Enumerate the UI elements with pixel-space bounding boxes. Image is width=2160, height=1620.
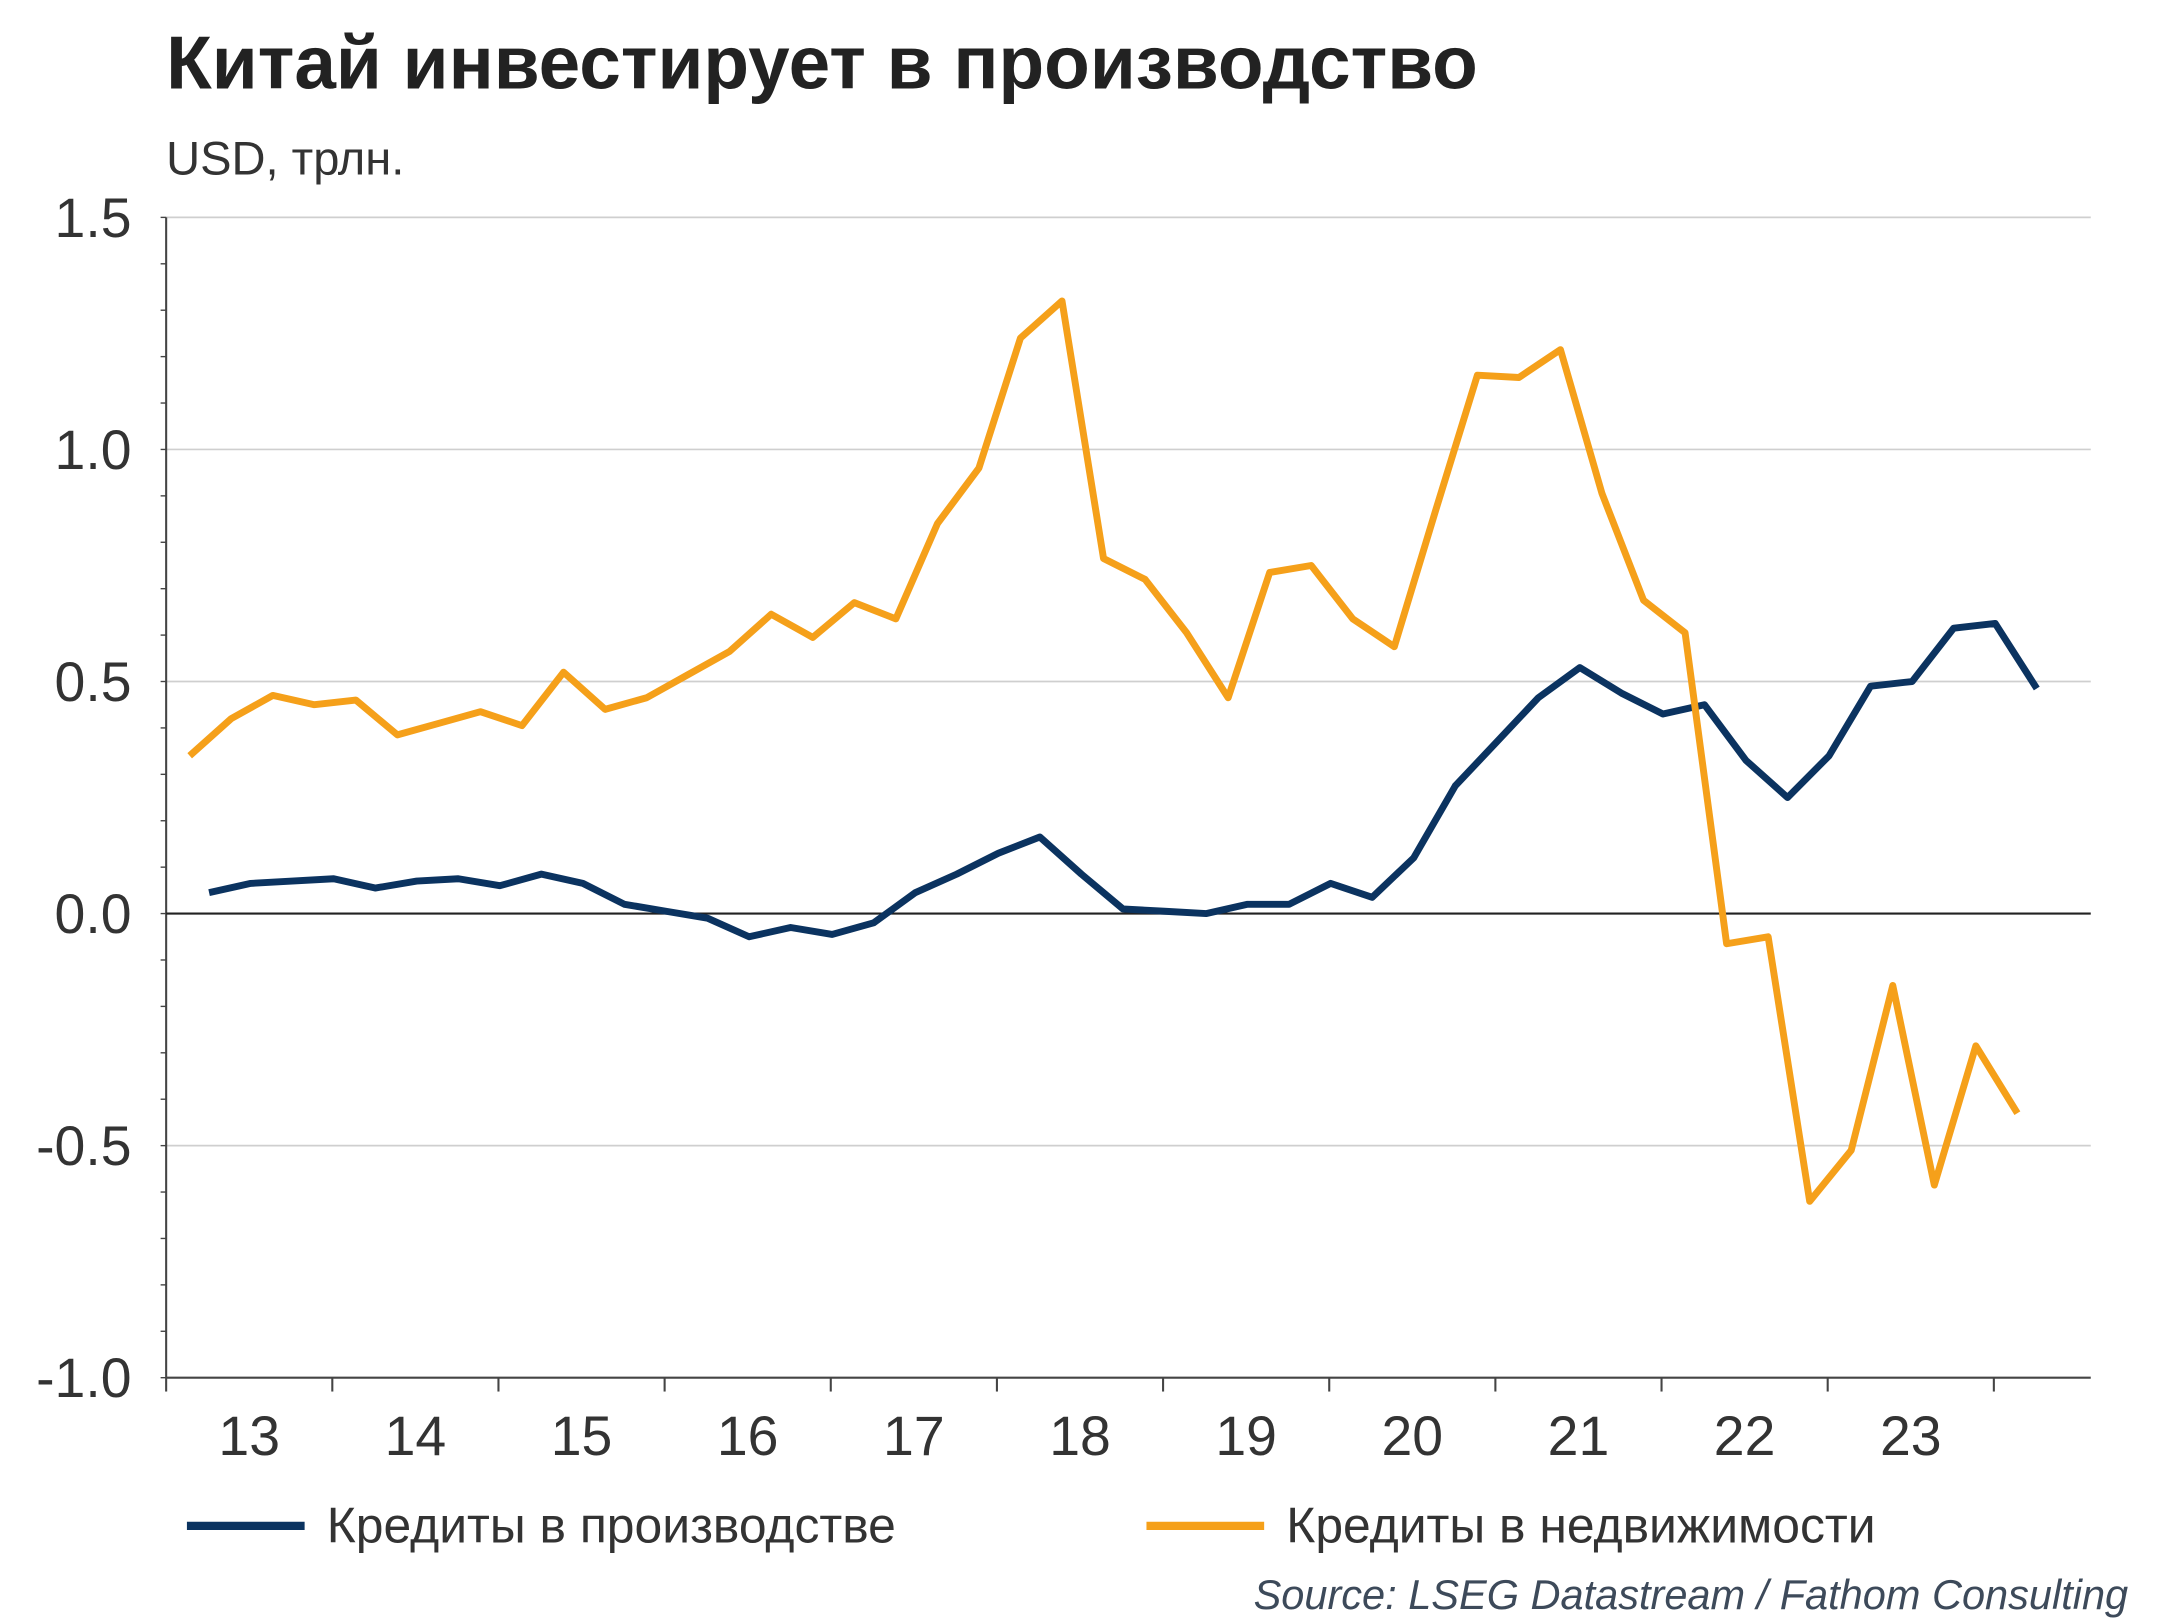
y-tick-label: 0.5 (55, 651, 132, 713)
y-tick-label: -1.0 (36, 1347, 131, 1409)
x-tick-label: 21 (1548, 1405, 1610, 1467)
x-tick-label: 18 (1049, 1405, 1111, 1467)
chart-title: Китай инвестирует в производство (166, 21, 1478, 105)
x-tick-label: 13 (218, 1405, 280, 1467)
y-tick-label: 0.0 (55, 883, 132, 945)
x-tick-label: 15 (551, 1405, 613, 1467)
legend-label-manufacturing: Кредиты в производстве (327, 1497, 896, 1553)
x-axis-ticks: 13 14 15 16 17 18 19 20 21 22 23 (165, 1377, 1995, 1467)
x-tick-label: 19 (1215, 1405, 1277, 1467)
series-lines (187, 297, 2040, 1205)
x-tick-label: 20 (1382, 1405, 1444, 1467)
x-tick-label: 17 (883, 1405, 945, 1467)
x-tick-label: 23 (1880, 1405, 1942, 1467)
x-tick-label: 16 (717, 1405, 779, 1467)
y-tick-label: 1.5 (55, 187, 132, 249)
source-note: Source: LSEG Datastream / Fathom Consult… (1254, 1571, 2129, 1618)
y-axis-ticks: 1.5 1.0 0.5 0.0 -0.5 -1.0 (36, 187, 167, 1409)
chart-subtitle: USD, трлн. (166, 131, 404, 184)
x-tick-label: 22 (1714, 1405, 1776, 1467)
x-tick-label: 14 (385, 1405, 447, 1467)
legend: Кредиты в производстве Кредиты в недвижи… (186, 1497, 1876, 1553)
y-tick-label: -0.5 (36, 1115, 131, 1177)
axes (165, 217, 2091, 1379)
legend-label-real-estate: Кредиты в недвижимости (1286, 1497, 1875, 1553)
y-tick-label: 1.0 (55, 419, 132, 481)
gridlines (166, 216, 2091, 1147)
series-line-manufacturing (208, 620, 2040, 941)
